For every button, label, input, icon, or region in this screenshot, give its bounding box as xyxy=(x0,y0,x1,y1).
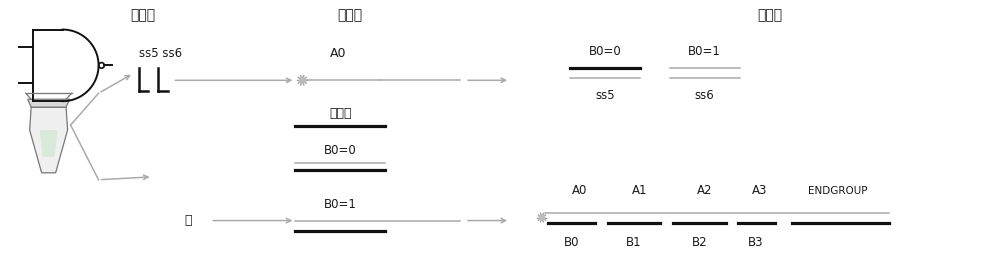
Polygon shape xyxy=(40,130,58,157)
Text: B0: B0 xyxy=(564,236,580,249)
Circle shape xyxy=(299,77,305,83)
Text: ss6: ss6 xyxy=(695,89,715,102)
Polygon shape xyxy=(30,107,68,173)
Text: B1: B1 xyxy=(626,236,642,249)
Polygon shape xyxy=(28,99,70,107)
Text: B2: B2 xyxy=(692,236,708,249)
Text: A3: A3 xyxy=(752,184,767,197)
Circle shape xyxy=(539,215,545,220)
Text: B0=0: B0=0 xyxy=(324,144,357,158)
Text: ss5 ss6: ss5 ss6 xyxy=(139,47,182,60)
Text: A0: A0 xyxy=(330,47,346,60)
Text: 底物链: 底物链 xyxy=(338,9,363,23)
Text: 加数等: 加数等 xyxy=(329,107,351,120)
Text: ENDGROUP: ENDGROUP xyxy=(808,186,867,196)
Text: B0=1: B0=1 xyxy=(324,198,357,211)
Text: A0: A0 xyxy=(572,184,588,197)
Text: A2: A2 xyxy=(697,184,712,197)
Text: B0=0: B0=0 xyxy=(588,45,621,58)
Text: 无: 无 xyxy=(185,214,192,227)
Text: ss5: ss5 xyxy=(595,89,615,102)
Text: 结果链: 结果链 xyxy=(757,9,782,23)
Text: B0=1: B0=1 xyxy=(688,45,721,58)
Text: A1: A1 xyxy=(632,184,648,197)
Text: B3: B3 xyxy=(748,236,763,249)
Text: 输入链: 输入链 xyxy=(130,9,155,23)
